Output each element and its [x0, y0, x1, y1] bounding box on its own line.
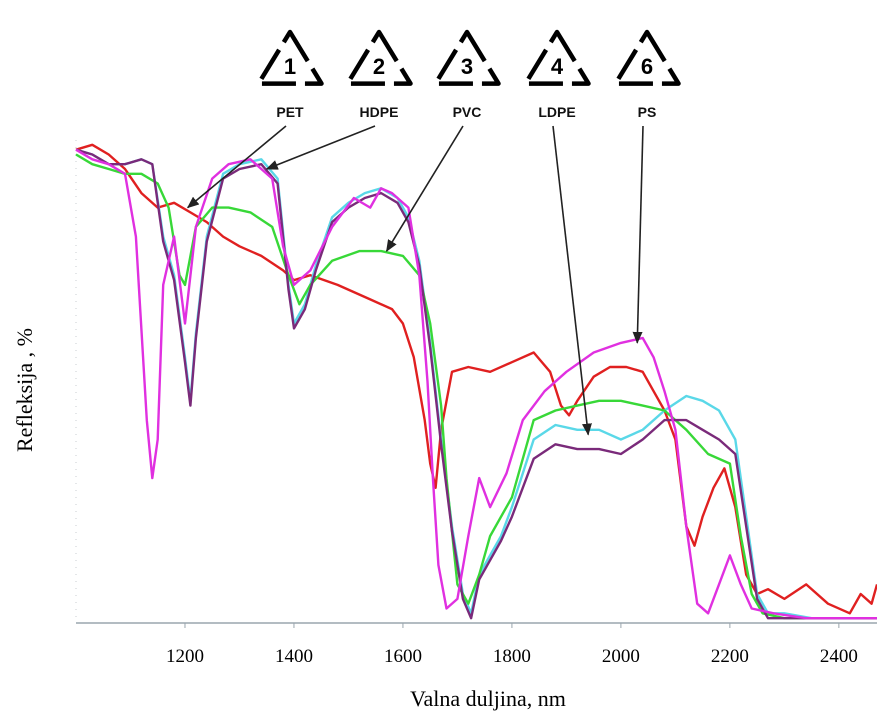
recycle-triangle-icon: [345, 29, 413, 86]
recycle-triangle-icon: [613, 29, 681, 86]
x-tick-label: 1200: [166, 646, 204, 667]
symbol-label-pet: PET: [276, 104, 304, 120]
recycling-symbol-hdpe: 2 HDPE: [345, 29, 413, 120]
recycling-symbol-ps: 6 PS: [613, 29, 681, 120]
symbol-label-hdpe: HDPE: [360, 104, 399, 120]
series-line-pet: [75, 143, 877, 615]
annotation-arrow-pvc: [385, 125, 464, 252]
series-line-ldpe: [75, 148, 877, 620]
recycle-triangle-icon: [433, 29, 501, 86]
x-tick-label: 1600: [384, 646, 422, 667]
symbol-number: 4: [551, 54, 564, 79]
annotation-arrow-ldpe: [552, 125, 592, 436]
symbol-number: 1: [284, 54, 296, 79]
annotation-arrow-pet: [186, 125, 287, 209]
annotation-arrow-hdpe: [265, 125, 376, 170]
annotation-arrow-ps: [632, 125, 644, 344]
recycling-symbol-pvc: 3 PVC: [433, 29, 501, 120]
recycling-symbols: 1 PET 2 HDPE 3 PVC 4 LDPE 6 PS: [256, 29, 681, 120]
symbol-number: 2: [373, 54, 385, 79]
y-axis-label: Refleksija , %: [12, 328, 37, 452]
series-layer: [75, 143, 877, 620]
symbol-label-ldpe: LDPE: [538, 104, 575, 120]
x-tick-label: 2200: [711, 646, 749, 667]
x-tick-label: 1800: [493, 646, 531, 667]
recycling-symbol-pet: 1 PET: [256, 29, 324, 120]
recycle-triangle-icon: [523, 29, 591, 86]
series-line-pvc: [75, 153, 877, 620]
plot-area: 1200 1400 1600 1800 2000 2200 2400: [75, 125, 877, 667]
recycle-triangle-icon: [256, 29, 324, 86]
x-tick-label: 1400: [275, 646, 313, 667]
series-line-ps: [75, 148, 877, 620]
x-tick-label: 2000: [602, 646, 640, 667]
recycling-symbol-ldpe: 4 LDPE: [523, 29, 591, 120]
symbol-label-ps: PS: [638, 104, 657, 120]
series-line-hdpe: [75, 148, 877, 620]
x-axis-label: Valna duljina, nm: [410, 686, 566, 711]
annotation-arrows: [186, 125, 644, 436]
x-ticks: 1200 1400 1600 1800 2000 2200 2400: [166, 623, 858, 667]
x-tick-label: 2400: [820, 646, 858, 667]
symbol-number: 6: [641, 54, 653, 79]
symbol-number: 3: [461, 54, 473, 79]
symbol-label-pvc: PVC: [453, 104, 482, 120]
